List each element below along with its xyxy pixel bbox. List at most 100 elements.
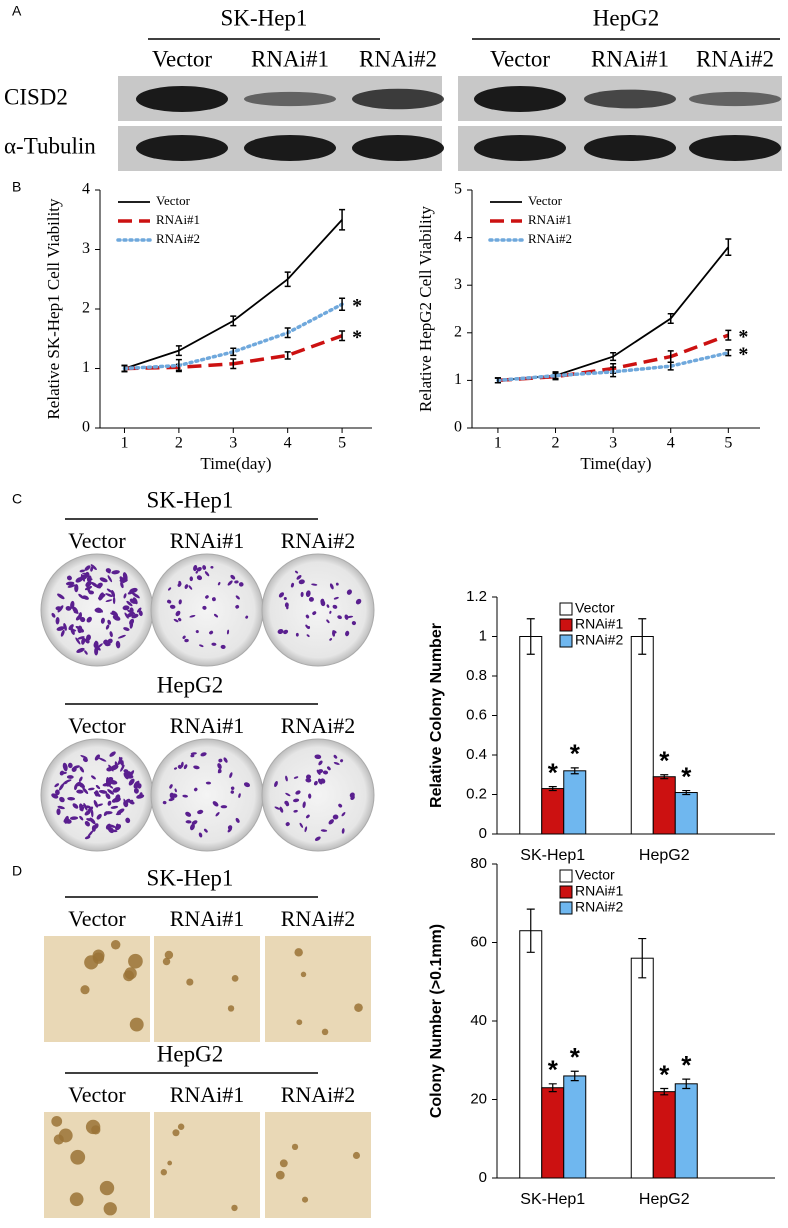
colony (129, 621, 134, 629)
colony (308, 793, 312, 799)
colony (305, 774, 312, 780)
colony (131, 592, 139, 598)
colony (193, 565, 198, 572)
colony (83, 802, 88, 811)
blot-band (244, 91, 336, 107)
colony (329, 583, 334, 590)
colony (108, 784, 114, 789)
x-tick-label: 2 (175, 435, 183, 452)
soft-agar-colony (275, 1170, 285, 1180)
colony (63, 622, 67, 631)
colony (84, 565, 91, 571)
y-tick-label: 3 (454, 276, 462, 293)
bar (541, 1087, 565, 1179)
colony (106, 569, 111, 574)
y-tick-label: 2 (454, 323, 462, 340)
colony (85, 580, 92, 587)
culture-dish (261, 738, 375, 852)
colony (79, 815, 84, 821)
cell-line-label: HepG2 (157, 672, 223, 697)
cell-line-label: SK-Hep1 (221, 5, 308, 30)
soft-agar-colony (231, 1204, 238, 1212)
colony (112, 787, 121, 793)
colony (305, 614, 310, 619)
y-tick-label: 4 (454, 228, 462, 245)
colony (86, 575, 92, 583)
colony (333, 596, 339, 600)
colony (293, 809, 298, 813)
colony (285, 775, 288, 782)
lane-label: Vector (68, 713, 126, 738)
colony (195, 570, 198, 574)
bar (630, 636, 654, 835)
bar (519, 930, 543, 1179)
colony (111, 570, 120, 575)
colony (105, 624, 110, 630)
colony (63, 817, 68, 823)
soft-agar-colony (231, 974, 239, 982)
soft-agar-colony (164, 950, 174, 960)
y-tick-label: 1 (82, 359, 90, 376)
colony (193, 787, 198, 792)
colony (109, 631, 113, 638)
y-tick-label: 1 (479, 627, 487, 644)
colony (112, 596, 116, 605)
colony (65, 581, 75, 586)
colony (129, 770, 135, 778)
lane-label: RNAi#2 (281, 713, 356, 738)
error-bar (175, 345, 182, 357)
colony (313, 780, 318, 786)
colony (327, 766, 331, 771)
significance-marker: * (352, 326, 362, 348)
colony (223, 757, 228, 763)
colony (93, 640, 99, 649)
soft-agar-colony (99, 1180, 115, 1196)
soft-agar-colony (294, 948, 303, 957)
colony (61, 771, 67, 775)
bar (674, 792, 698, 835)
colony (196, 567, 202, 572)
colony (198, 832, 203, 838)
colony (204, 571, 210, 577)
colony (65, 606, 72, 611)
significance-marker: * (681, 761, 692, 791)
colony (129, 598, 137, 604)
colony (274, 780, 278, 788)
x-tick-label: 4 (284, 435, 292, 452)
y-tick-label: 0.6 (466, 706, 487, 723)
colony (76, 789, 84, 794)
error-bar (339, 330, 346, 342)
colony (307, 591, 311, 594)
colony (235, 817, 240, 823)
colony (57, 805, 65, 810)
colony (109, 751, 116, 757)
colony (84, 585, 93, 591)
colony (185, 820, 192, 824)
colony (177, 582, 182, 587)
colony (127, 799, 134, 803)
colony (127, 589, 136, 595)
error-bar (638, 618, 647, 655)
colony (173, 618, 179, 623)
legend-swatch (559, 602, 573, 616)
error-bar (570, 767, 579, 775)
colony (107, 789, 115, 795)
y-tick-label: 0.8 (466, 667, 487, 684)
colony (191, 820, 198, 825)
colony (74, 783, 78, 791)
colony (88, 590, 95, 595)
colony (168, 797, 175, 802)
legend-label: Vector (156, 193, 191, 208)
lane-label: Vector (68, 1082, 126, 1107)
colony (95, 784, 101, 790)
colony (205, 595, 209, 599)
legend-swatch (559, 634, 573, 648)
colony (138, 610, 143, 617)
colony (184, 638, 189, 643)
colony (304, 826, 308, 833)
lane-label: RNAi#2 (281, 528, 356, 553)
legend-label: RNAi#2 (575, 899, 623, 915)
colony (317, 769, 324, 774)
colony (189, 614, 196, 618)
